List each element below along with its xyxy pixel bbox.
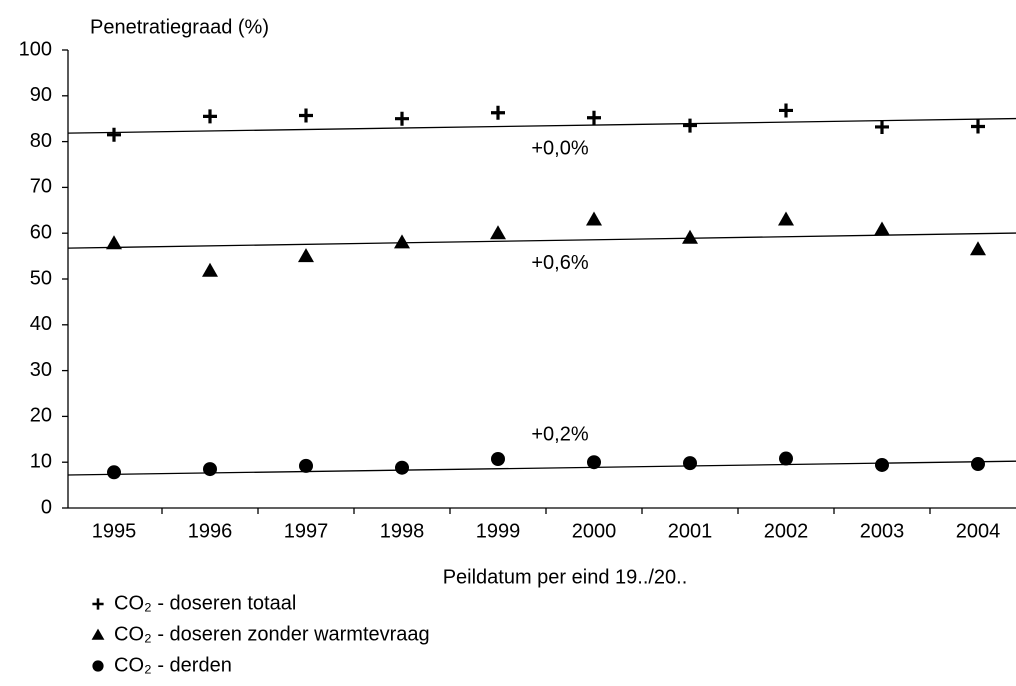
legend-label: CO₂ - derden (114, 654, 232, 676)
data-point (299, 458, 313, 473)
data-point (203, 109, 217, 124)
x-tick-label: 1999 (476, 520, 521, 542)
x-tick-label: 2002 (764, 520, 809, 542)
x-tick-label: 1997 (284, 520, 329, 542)
data-point (203, 462, 217, 477)
x-tick-label: 2003 (860, 520, 905, 542)
data-point (202, 262, 218, 277)
x-axis-label: Peildatum per eind 19../20.. (443, 566, 688, 588)
data-point (971, 457, 985, 472)
data-point (491, 451, 505, 466)
trend-annotation: +0,0% (531, 137, 588, 159)
legend-marker (92, 598, 104, 610)
y-tick-label: 60 (30, 221, 52, 243)
legend-marker (92, 660, 104, 672)
trend-annotation: +0,6% (531, 252, 588, 274)
trend-line (67, 232, 1016, 249)
x-tick-label: 1995 (92, 520, 137, 542)
data-point (587, 455, 601, 470)
y-axis-label: Penetratiegraad (%) (90, 16, 269, 38)
data-point (395, 111, 409, 126)
legend-label: CO₂ - doseren zonder warmtevraag (114, 623, 430, 645)
data-point (683, 118, 697, 133)
data-point (779, 103, 793, 118)
data-point (586, 211, 602, 226)
y-tick-label: 70 (30, 176, 52, 198)
data-point (298, 248, 314, 263)
data-point (971, 119, 985, 134)
data-point (106, 235, 122, 250)
x-tick-label: 2004 (956, 520, 1001, 542)
trend-line (67, 460, 1016, 476)
y-tick-label: 20 (30, 405, 52, 427)
x-tick-label: 1998 (380, 520, 425, 542)
legend-label: CO₂ - doseren totaal (114, 592, 296, 614)
data-point (490, 225, 506, 240)
y-tick-label: 80 (30, 130, 52, 152)
data-point (395, 460, 409, 475)
data-point (970, 241, 986, 256)
y-tick-label: 30 (30, 359, 52, 381)
y-tick-label: 100 (19, 38, 52, 60)
data-point (587, 110, 601, 125)
data-point (683, 456, 697, 471)
data-point (778, 211, 794, 226)
y-tick-label: 50 (30, 267, 52, 289)
y-tick-label: 90 (30, 84, 52, 106)
data-point (875, 119, 889, 134)
data-point (779, 451, 793, 466)
trend-line (67, 117, 1016, 134)
data-point (107, 465, 121, 480)
data-point (682, 229, 698, 244)
data-point (107, 127, 121, 142)
y-tick-label: 0 (41, 496, 52, 518)
data-point (394, 234, 410, 249)
x-tick-label: 1996 (188, 520, 233, 542)
y-tick-label: 10 (30, 450, 52, 472)
data-point (299, 108, 313, 123)
trend-annotation: +0,2% (531, 424, 588, 446)
legend-marker (91, 628, 105, 640)
data-point (875, 457, 889, 472)
data-point (491, 105, 505, 120)
y-tick-label: 40 (30, 313, 52, 335)
x-tick-label: 2000 (572, 520, 617, 542)
data-point (874, 221, 890, 236)
x-tick-label: 2001 (668, 520, 713, 542)
